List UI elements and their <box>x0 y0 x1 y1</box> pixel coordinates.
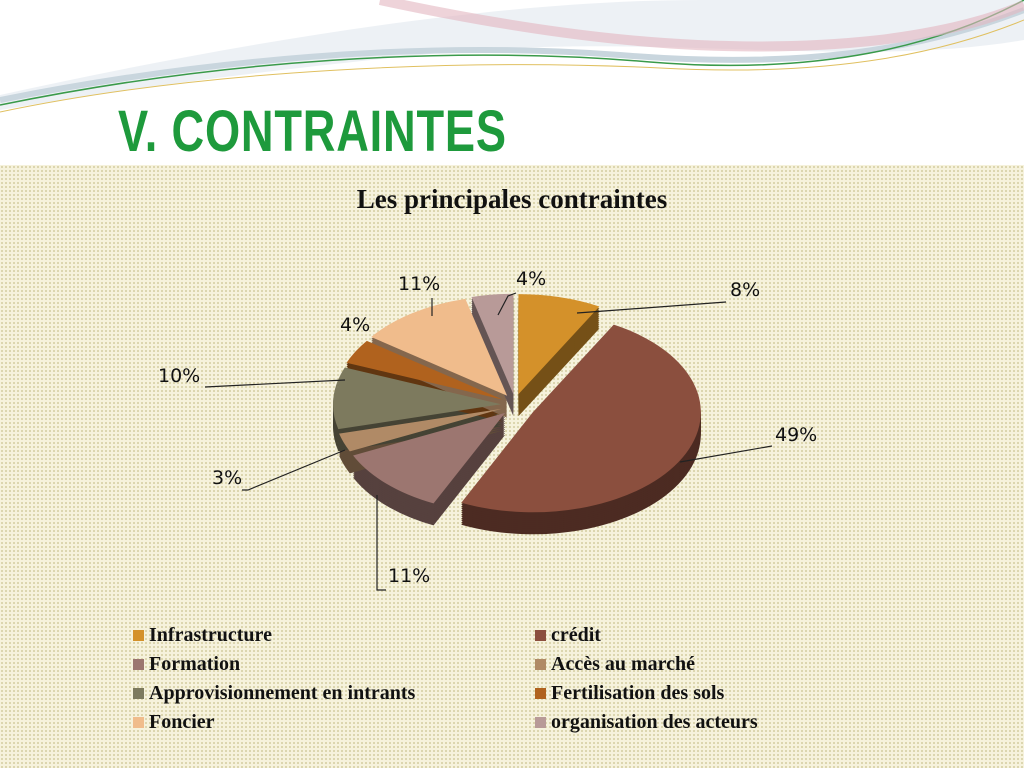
slide-title: V. CONTRAINTES <box>118 99 507 164</box>
data-label: 11% <box>398 273 440 295</box>
decorative-waves <box>0 0 1024 113</box>
legend-swatch <box>535 630 546 641</box>
legend-item: Infrastructure <box>133 624 535 647</box>
slide-header: V. CONTRAINTES <box>0 0 1024 165</box>
pie-slice-organisation-des-acteurs <box>471 293 514 394</box>
leader-line <box>242 449 346 491</box>
legend-label: Foncier <box>149 711 215 733</box>
legend-item: Approvisionnement en intrants <box>133 682 535 705</box>
chart-legend: Infrastructure crédit Formation Accès au ma… <box>133 624 833 734</box>
legend-label: Fertilisation des sols <box>551 682 725 704</box>
legend-swatch <box>133 659 144 670</box>
legend-label: Approvisionnement en intrants <box>149 682 416 704</box>
pie-slice-infrastructure <box>518 294 600 395</box>
pie-slice-cr-dit <box>461 324 701 513</box>
data-label: 8% <box>730 279 760 301</box>
legend-swatch <box>535 688 546 699</box>
pie-slice-foncier <box>371 298 508 396</box>
legend-label: Formation <box>149 653 241 675</box>
legend-swatch <box>133 717 144 728</box>
legend-swatch <box>535 659 546 670</box>
pie-slice-approvisionnement-en-intrants <box>333 367 502 430</box>
leader-line <box>497 292 517 316</box>
legend-item: Formation <box>133 653 535 676</box>
data-label: 4% <box>516 268 546 290</box>
data-label: 49% <box>775 424 817 446</box>
pie-slice-fertilisation-des-sols <box>346 340 503 400</box>
legend-item: organisation des acteurs <box>535 711 835 734</box>
leader-line <box>204 379 346 388</box>
leader-line <box>576 301 727 314</box>
leader-line <box>679 445 773 463</box>
legend-item: Accès au marché <box>535 653 835 676</box>
legend-swatch <box>133 688 144 699</box>
legend-item: crédit <box>535 624 835 647</box>
leader-line <box>376 495 386 591</box>
legend-swatch <box>535 717 546 728</box>
pie-slice-acc-s-au-march- <box>339 408 502 452</box>
legend-label: Infrastructure <box>149 624 272 646</box>
legend-swatch <box>133 630 144 641</box>
legend-item: Foncier <box>133 711 535 734</box>
data-label: 4% <box>340 314 370 336</box>
legend-item: Fertilisation des sols <box>535 682 835 705</box>
legend-label: crédit <box>551 624 601 646</box>
data-label: 11% <box>388 565 430 587</box>
data-label: 10% <box>158 365 200 387</box>
legend-label: Accès au marché <box>551 653 696 675</box>
data-label: 3% <box>212 467 242 489</box>
chart-title: Les principales contraintes <box>356 184 668 214</box>
legend-label: organisation des acteurs <box>551 711 758 733</box>
pie-slice-formation <box>353 412 506 504</box>
